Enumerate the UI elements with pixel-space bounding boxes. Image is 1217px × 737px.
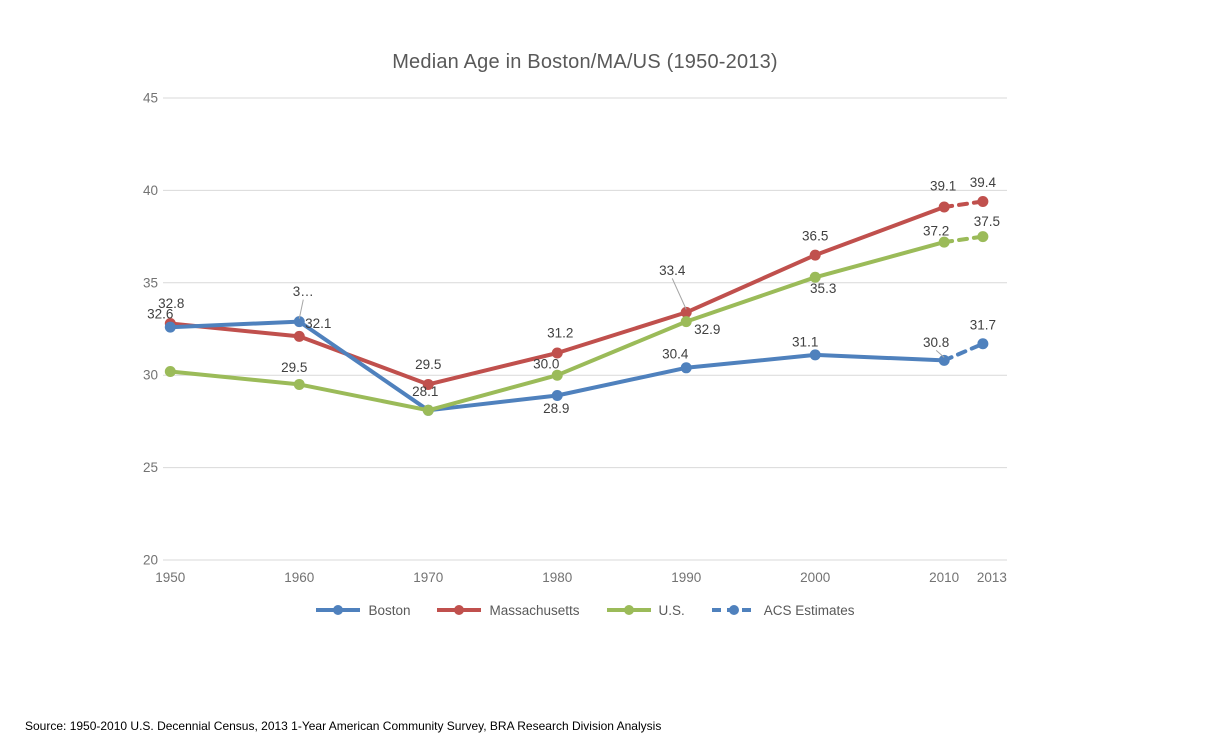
data-label-u-s: 37.5 xyxy=(974,214,1000,229)
data-point-marker-boston xyxy=(551,390,563,402)
legend-swatch-icon xyxy=(316,605,361,615)
data-label-boston: 31.1 xyxy=(792,334,818,349)
data-label-boston: 32.6 xyxy=(147,307,173,322)
data-label-boston: 31.7 xyxy=(970,317,996,332)
data-point-marker-massachusetts xyxy=(680,306,692,318)
x-axis-tick-label: 2010 xyxy=(929,570,959,585)
data-label-boston: 28.9 xyxy=(543,401,569,416)
legend-item-u-s: U.S. xyxy=(606,603,685,618)
data-label-u-s: 37.2 xyxy=(923,224,949,239)
x-axis-tick-label: 2013 xyxy=(977,570,1007,585)
data-label-boston: 30.8 xyxy=(923,335,949,350)
data-point-marker-boston xyxy=(164,321,176,333)
data-label-u-s: 32.9 xyxy=(694,322,720,337)
data-label-massachusetts: 32.8 xyxy=(158,296,184,311)
data-point-marker-massachusetts xyxy=(293,330,305,342)
data-label-massachusetts: 39.1 xyxy=(930,179,956,194)
label-leader-line xyxy=(935,350,945,358)
x-axis-tick-label: 1950 xyxy=(155,570,185,585)
data-point-marker-u-s xyxy=(551,369,563,381)
x-axis-tick-label: 1990 xyxy=(671,570,701,585)
x-axis-tick-label: 2000 xyxy=(800,570,830,585)
y-axis-tick-label: 40 xyxy=(143,183,158,198)
y-axis-tick-label: 30 xyxy=(143,368,158,383)
source-note: Source: 1950-2010 U.S. Decennial Census,… xyxy=(25,719,662,733)
legend-label: Boston xyxy=(368,602,411,618)
acs-estimate-marker-massachusetts xyxy=(977,195,989,207)
data-label-massachusetts: 39.4 xyxy=(970,175,997,190)
acs-estimate-line-massachusetts xyxy=(942,199,985,210)
y-axis-tick-label: 20 xyxy=(143,553,158,568)
legend-item-massachusetts: Massachusetts xyxy=(436,602,580,618)
y-axis-tick-label: 35 xyxy=(143,275,158,290)
x-axis-tick-label: 1980 xyxy=(542,570,572,585)
data-point-marker-u-s xyxy=(293,378,305,390)
y-axis-tick-label: 45 xyxy=(143,91,158,106)
data-point-marker-u-s xyxy=(809,271,821,283)
x-axis-tick-label: 1970 xyxy=(413,570,443,585)
data-point-marker-massachusetts xyxy=(551,347,563,359)
x-axis-tick-label: 1960 xyxy=(284,570,314,585)
acs-estimate-line-boston xyxy=(942,341,985,363)
legend-label: Massachusetts xyxy=(489,602,580,618)
data-point-marker-u-s xyxy=(422,404,434,416)
data-point-marker-u-s xyxy=(680,316,692,328)
data-label-massachusetts: 32.1 xyxy=(305,316,331,331)
chart-title: Median Age in Boston/MA/US (1950-2013) xyxy=(392,51,778,73)
data-label-u-s: 29.5 xyxy=(281,360,307,375)
data-label-massachusetts: 29.5 xyxy=(415,357,441,372)
data-label-massachusetts: 33.4 xyxy=(659,263,686,278)
acs-estimate-line-u-s xyxy=(942,234,985,245)
legend-swatch-icon xyxy=(437,605,482,615)
acs-estimate-marker-boston xyxy=(977,338,989,350)
legend-label: ACS Estimates xyxy=(763,602,855,618)
data-point-marker-massachusetts xyxy=(422,378,434,390)
chart-legend: Boston Massachusetts U.S. ACS Estimates xyxy=(163,599,1007,621)
legend-swatch-icon xyxy=(711,605,756,615)
legend-swatch-icon xyxy=(606,605,651,615)
legend-label: U.S. xyxy=(658,602,685,618)
acs-estimate-marker-u-s xyxy=(977,231,989,243)
data-label-massachusetts: 31.2 xyxy=(547,326,573,341)
legend-item-boston: Boston xyxy=(315,603,410,618)
y-axis-tick-label: 25 xyxy=(143,460,158,475)
data-label-u-s: 30.0 xyxy=(533,357,559,372)
data-label-boston: 30.4 xyxy=(662,346,689,361)
data-label-boston: 3… xyxy=(293,284,314,299)
data-point-marker-boston xyxy=(809,349,821,361)
data-point-marker-boston xyxy=(680,362,692,374)
legend-item-acs-estimates: ACS Estimates xyxy=(711,603,855,618)
data-point-marker-u-s xyxy=(164,366,176,378)
data-point-marker-massachusetts xyxy=(809,249,821,261)
data-label-u-s: 35.3 xyxy=(810,281,836,296)
label-leader-line xyxy=(671,278,687,310)
data-label-boston: 28.1 xyxy=(412,384,438,399)
data-point-marker-boston xyxy=(293,316,305,328)
label-leader-line xyxy=(298,299,304,319)
data-label-massachusetts: 36.5 xyxy=(802,229,828,244)
